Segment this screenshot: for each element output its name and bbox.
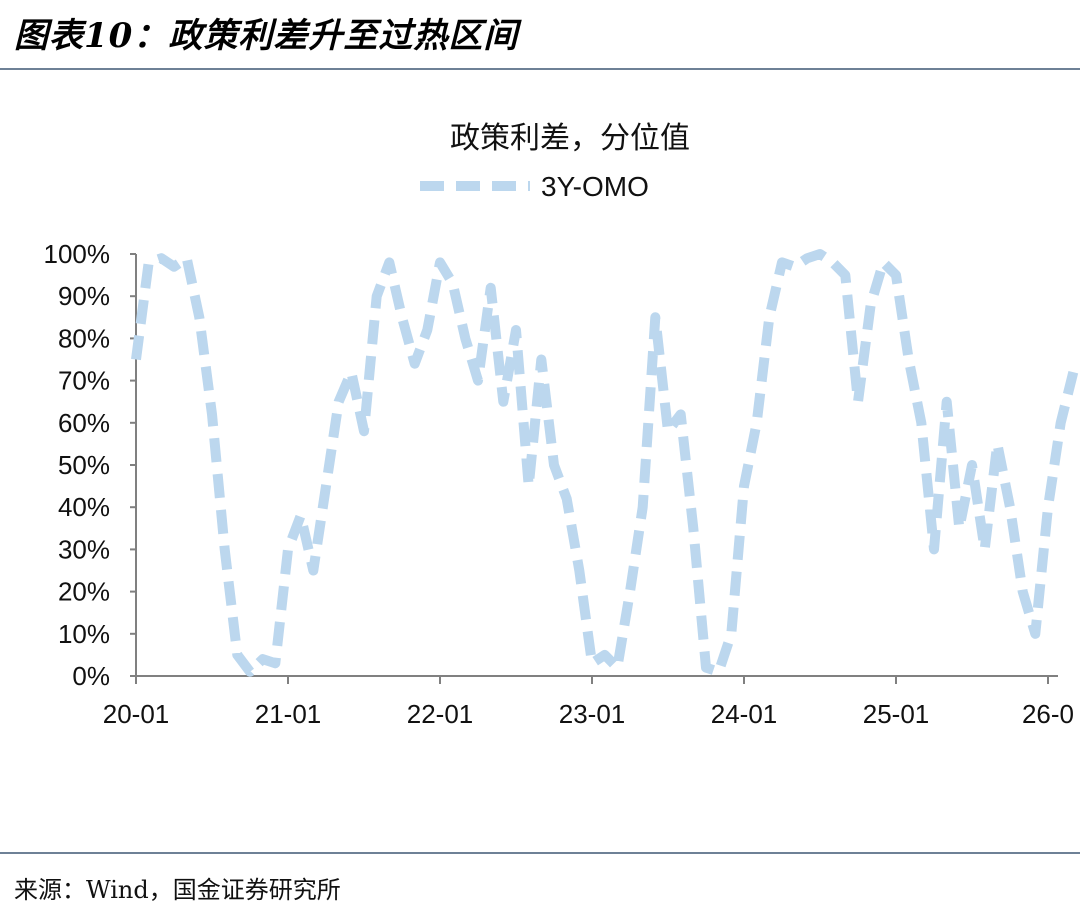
y-tick-label: 70% (58, 366, 110, 396)
x-tick-label: 20-01 (103, 699, 170, 729)
legend-label-3y-omo: 3Y-OMO (541, 171, 649, 202)
chart-title: 政策利差，分位值 (450, 121, 690, 156)
x-tick-label: 25-01 (863, 699, 930, 729)
y-tick-label: 0% (72, 661, 110, 691)
source-note: 来源：Wind，国金证券研究所 (14, 876, 341, 904)
y-tick-label: 20% (58, 577, 110, 607)
x-tick-label: 24-01 (711, 699, 778, 729)
y-tick-label: 100% (44, 239, 111, 269)
figure-title: 图表10：政策利差升至过热区间 (14, 16, 519, 56)
y-tick-label: 40% (58, 492, 110, 522)
x-tick-label: 21-01 (255, 699, 322, 729)
bottom-divider (0, 852, 1080, 854)
y-tick-label: 90% (58, 281, 110, 311)
y-tick-label: 30% (58, 534, 110, 564)
axes: 0% 10% 20% 30% 40% 50% 60% 70% 80% 90% 100% 20-01 21… (44, 239, 1075, 729)
series-layer (131, 249, 1079, 677)
x-tick-label: 26-0 (1022, 699, 1074, 729)
legend: 3Y-OMO (420, 171, 649, 202)
y-tick-label: 60% (58, 408, 110, 438)
y-tick-label: 10% (58, 619, 110, 649)
y-tick-label: 80% (58, 323, 110, 353)
y-tick-label: 50% (58, 450, 110, 480)
line-chart: 政策利差，分位值 3Y-OMO 0% 10% 20% 30% 40% 50% 60% 70% 8… (44, 121, 1079, 729)
series-line-3y-omo (131, 249, 1079, 677)
top-divider (0, 68, 1080, 70)
x-tick-label: 22-01 (407, 699, 474, 729)
x-tick-label: 23-01 (559, 699, 626, 729)
